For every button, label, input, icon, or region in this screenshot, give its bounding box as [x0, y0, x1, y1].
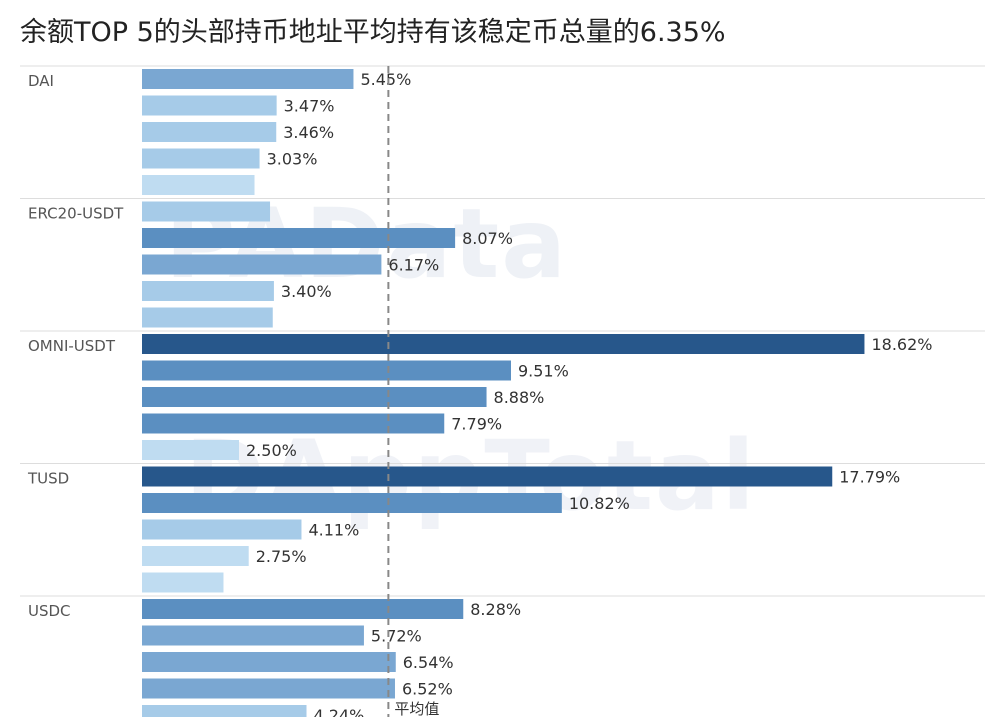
data-label: 8.88% — [494, 388, 545, 407]
group-label: DAI — [28, 72, 54, 90]
bar — [142, 360, 511, 381]
group-label: USDC — [28, 602, 71, 620]
bar — [142, 122, 277, 142]
data-label: 5.72% — [371, 627, 422, 646]
bar — [142, 625, 364, 646]
bar — [142, 572, 224, 593]
data-label: 4.11% — [308, 521, 359, 540]
data-label: 8.28% — [470, 600, 521, 619]
bar — [142, 175, 255, 195]
data-label: 3.46% — [283, 123, 334, 142]
bar — [142, 387, 487, 407]
data-label: 2.50% — [246, 441, 297, 460]
group-label: OMNI-USDT — [28, 337, 116, 355]
bar — [142, 69, 354, 89]
data-label: 17.79% — [839, 468, 900, 487]
bar — [142, 466, 833, 487]
data-label: 7.79% — [451, 415, 502, 434]
bar — [142, 95, 277, 116]
data-label: 3.40% — [281, 282, 332, 301]
bar — [142, 705, 307, 717]
data-label: 6.52% — [402, 680, 453, 699]
data-label: 10.82% — [569, 494, 630, 513]
bar — [142, 254, 382, 275]
data-label: 5.45% — [360, 70, 411, 89]
bar — [142, 307, 273, 328]
bar — [142, 201, 271, 222]
reference-line-label: 平均值 — [394, 700, 439, 717]
bar — [142, 493, 562, 513]
data-label: 4.24% — [314, 706, 365, 717]
bar — [142, 334, 865, 354]
bar — [142, 678, 395, 699]
data-label: 6.54% — [403, 653, 454, 672]
data-label: 9.51% — [518, 362, 569, 381]
bar — [142, 440, 239, 460]
bar — [142, 148, 260, 169]
data-label: 6.17% — [388, 256, 439, 275]
data-label: 3.47% — [284, 97, 335, 116]
bar — [142, 546, 249, 566]
group-label: TUSD — [27, 470, 69, 488]
bar — [142, 228, 456, 248]
group-label: ERC20-USDT — [28, 205, 124, 223]
data-label: 2.75% — [256, 547, 307, 566]
bar — [142, 652, 396, 672]
bar — [142, 519, 302, 540]
bar — [142, 599, 464, 619]
bar — [142, 281, 274, 301]
bar — [142, 413, 445, 434]
data-label: 8.07% — [462, 229, 513, 248]
chart-title: 余额TOP 5的头部持币地址平均持有该稳定币总量的6.35% — [20, 17, 726, 48]
data-label: 18.62% — [871, 335, 932, 354]
data-label: 3.03% — [267, 150, 318, 169]
